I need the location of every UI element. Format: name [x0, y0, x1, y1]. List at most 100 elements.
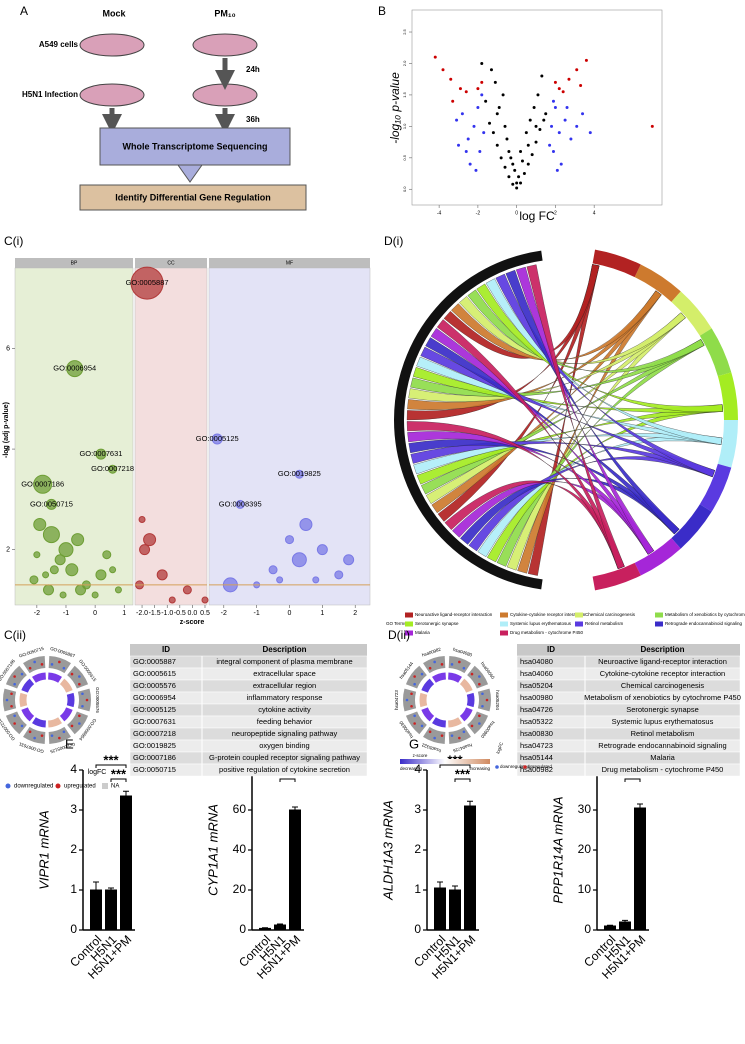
gene-dot [62, 730, 66, 734]
point [534, 124, 538, 128]
significance-bracket [95, 764, 127, 768]
bubble [334, 570, 344, 580]
circle-term-label: hsa00982 [421, 647, 442, 658]
point [540, 74, 544, 78]
point [433, 55, 437, 59]
significance-bracket [439, 764, 471, 768]
y-tick-label: 2 [70, 842, 77, 856]
legend-label: Serotonergic synapse [415, 621, 459, 626]
table-cell: GO:0019825 [133, 741, 176, 750]
gene-dot [13, 722, 16, 725]
y-tick-label: 20 [578, 842, 592, 856]
gene-dot [10, 704, 13, 708]
point [520, 159, 524, 163]
gene-dot [420, 724, 424, 728]
bubble [102, 550, 112, 560]
gene-dot [50, 663, 54, 666]
bubble [312, 576, 320, 584]
gene-dot [440, 734, 444, 737]
table-row [516, 763, 741, 777]
facet-strip [209, 258, 370, 268]
facet-panel [208, 267, 371, 606]
point [480, 93, 484, 97]
point [480, 80, 484, 84]
identify-box [79, 184, 307, 211]
bubble [139, 544, 151, 556]
gene-dot [433, 736, 436, 740]
table-cell: G-protein coupled receptor signaling pat… [209, 753, 360, 762]
circle-segment [23, 726, 46, 744]
point [524, 131, 528, 135]
dish [79, 33, 145, 57]
x-tick-label: -1 [254, 610, 260, 617]
point [511, 182, 515, 186]
gene-dot [33, 736, 36, 740]
circle-segment [459, 707, 473, 722]
circle-segment [419, 692, 428, 708]
legend-swatch [655, 621, 663, 627]
legend-swatch [405, 630, 413, 636]
y-tick-label: 0.0 [402, 186, 407, 192]
gene-dot [450, 663, 454, 666]
circle-segment [447, 672, 462, 683]
panel-label: A [20, 4, 28, 18]
point [458, 87, 462, 91]
point [522, 172, 526, 176]
bubble [291, 552, 307, 568]
circle-segment [405, 665, 428, 689]
x-tick-label: -1.5 [149, 610, 161, 617]
legend-label: Systemic lupus erythematosus [510, 621, 572, 626]
gene-dot [470, 724, 474, 728]
bubble [299, 518, 313, 532]
point [495, 143, 499, 147]
table-cell: extracellular space [253, 669, 316, 678]
gene-dot [20, 724, 24, 728]
point [550, 124, 554, 128]
table-cell: hsa00980 [520, 693, 553, 702]
error-bar [108, 887, 114, 892]
facet-strip [15, 258, 133, 268]
y-tick-label: 2 [6, 547, 10, 554]
circle-term-label: hsa05204 [495, 690, 500, 710]
bubble [211, 433, 223, 445]
x-tick-label: -2 [221, 610, 227, 617]
point [491, 131, 495, 135]
point [476, 106, 480, 109]
table-cell: hsa05322 [520, 717, 553, 726]
circle-segment [66, 711, 89, 735]
step-label: H5N1 Infection [22, 90, 78, 99]
bubble [168, 596, 176, 604]
table-cell: hsa04723 [520, 741, 553, 750]
point [515, 181, 519, 185]
gene-dot [58, 660, 61, 664]
point [499, 156, 503, 160]
panel-label: C(i) [4, 234, 23, 248]
y-tick-label: 4 [70, 762, 77, 776]
x-tick-label: -4 [437, 210, 442, 216]
point [495, 112, 499, 116]
gene-dot [485, 698, 489, 702]
table-cell: GO:0007631 [133, 717, 176, 726]
y-tick-label: 2.5 [402, 28, 407, 34]
table-row [129, 763, 368, 777]
bubble [276, 576, 284, 584]
gene-dot [440, 663, 444, 666]
time-label: 24h [246, 65, 260, 74]
term-arc [717, 372, 738, 421]
point [557, 131, 561, 135]
gene-dot [13, 682, 16, 686]
significance: *** [455, 766, 471, 781]
gene-dot [458, 660, 461, 664]
step-label: A549 cells [39, 40, 79, 49]
gene-dot [413, 714, 416, 718]
legend-label: decreasing [400, 766, 423, 771]
bubble-label: GO:0007631 [79, 449, 122, 458]
legend-swatch [102, 783, 108, 789]
legend-swatch [655, 612, 663, 618]
circle-segment [448, 656, 471, 674]
panel-label: G [409, 736, 419, 751]
facet-label: MF [286, 260, 293, 266]
table-cell: Cytokine-cytokine receptor interaction [600, 669, 725, 678]
bar [289, 809, 301, 931]
bubble [65, 563, 79, 577]
